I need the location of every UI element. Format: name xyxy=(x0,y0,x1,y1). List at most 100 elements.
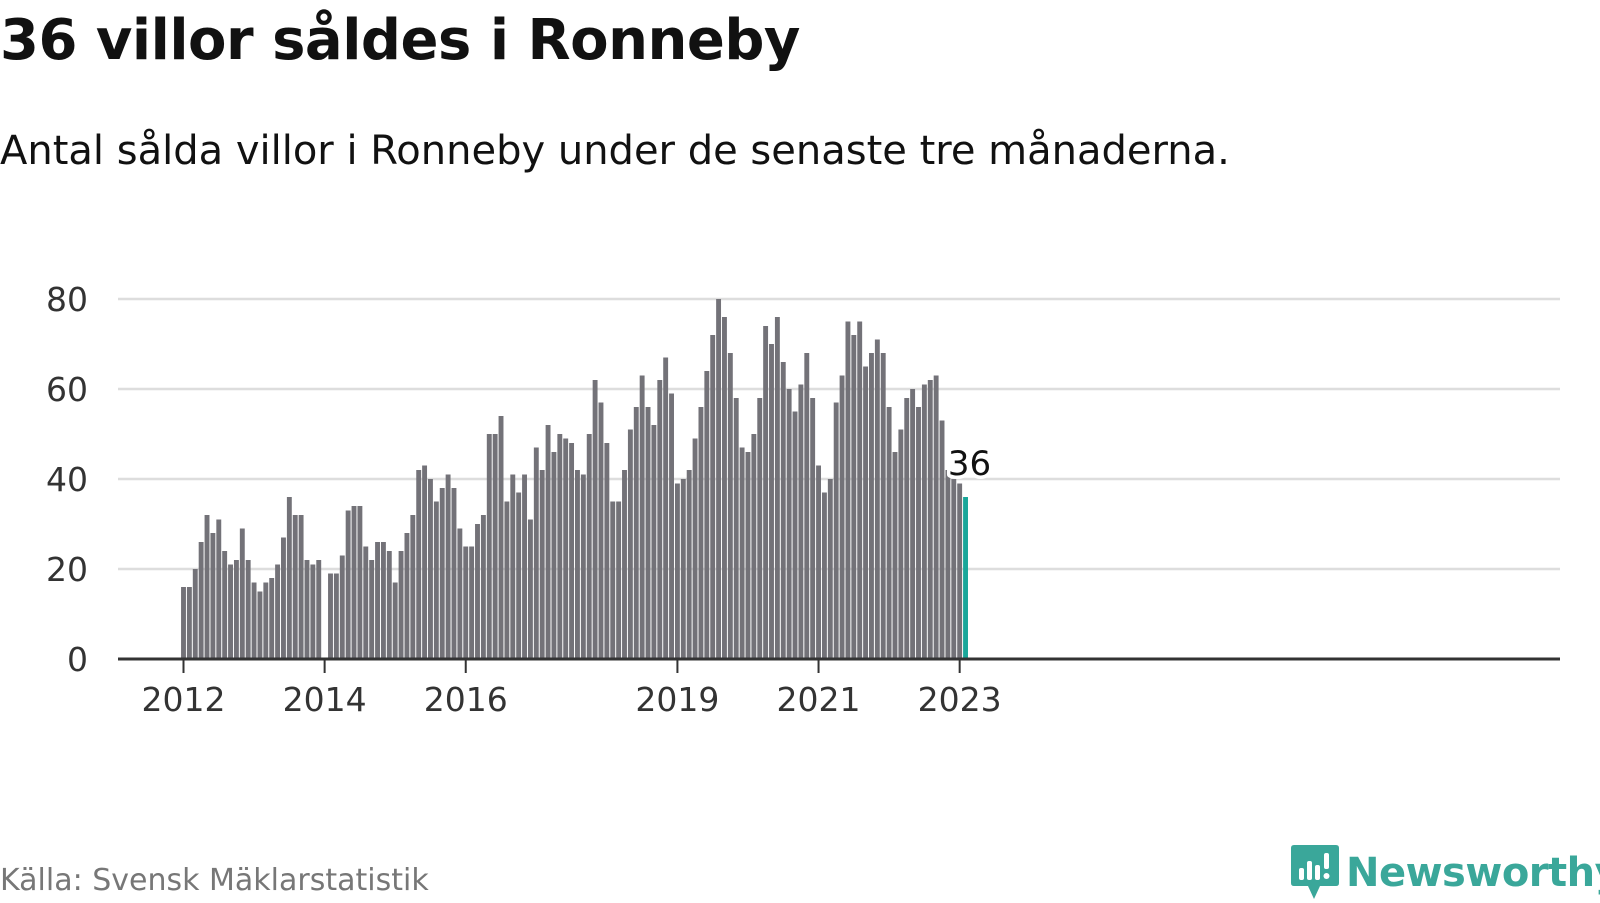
bar xyxy=(539,470,545,659)
bar xyxy=(204,515,210,659)
bar xyxy=(633,407,639,659)
bar xyxy=(916,407,921,659)
bar xyxy=(722,317,727,659)
bar xyxy=(469,546,475,659)
bar xyxy=(545,425,551,659)
bar xyxy=(692,438,698,659)
bar xyxy=(339,555,345,659)
bar xyxy=(810,398,816,659)
bar xyxy=(845,321,851,659)
bar xyxy=(410,515,416,659)
bar xyxy=(492,434,498,659)
bar xyxy=(927,380,933,659)
bar xyxy=(486,434,492,659)
bar xyxy=(669,393,674,659)
bar xyxy=(874,339,880,659)
bar xyxy=(369,560,375,659)
bar xyxy=(663,357,669,659)
bar xyxy=(639,375,645,659)
bar xyxy=(569,443,575,659)
bar xyxy=(804,353,810,659)
bar xyxy=(416,470,422,659)
newsworthy-logo-icon xyxy=(1291,845,1339,899)
bar xyxy=(480,515,486,659)
bar xyxy=(428,479,433,659)
bar xyxy=(733,398,739,659)
bar xyxy=(910,389,916,659)
bar xyxy=(798,384,804,659)
bar xyxy=(839,375,845,659)
bar xyxy=(774,317,780,659)
bar xyxy=(310,564,316,659)
bar xyxy=(857,321,863,659)
highlight-value-label: 36 xyxy=(948,444,991,484)
bar xyxy=(233,560,239,659)
bar xyxy=(616,501,622,659)
bar xyxy=(674,483,680,659)
bar xyxy=(957,483,963,659)
bar xyxy=(186,587,192,659)
bar xyxy=(210,533,216,659)
y-tick-label: 40 xyxy=(46,460,88,499)
bar xyxy=(604,443,610,659)
brand-logo[interactable]: Newsworthy xyxy=(1290,843,1600,903)
bar xyxy=(239,528,245,659)
bar xyxy=(281,537,286,659)
bar xyxy=(257,591,263,659)
bar xyxy=(245,560,251,659)
bar xyxy=(745,452,751,659)
bar xyxy=(763,326,769,659)
bar xyxy=(457,528,463,659)
bar xyxy=(869,353,874,659)
bar xyxy=(739,447,745,659)
bar xyxy=(351,506,357,659)
bar xyxy=(357,506,363,659)
bar xyxy=(439,488,445,659)
bar xyxy=(751,434,757,659)
bar xyxy=(886,407,892,659)
chart-subtitle: Antal sålda villor i Ronneby under de se… xyxy=(0,128,1230,174)
bar xyxy=(269,578,275,659)
bar xyxy=(698,407,704,659)
bar xyxy=(622,470,627,659)
bar xyxy=(522,474,527,659)
bar xyxy=(880,353,886,659)
bar xyxy=(198,542,204,659)
bar xyxy=(863,366,869,659)
bar xyxy=(557,434,563,659)
bar xyxy=(304,560,310,659)
bar xyxy=(228,564,233,659)
x-tick-label: 2021 xyxy=(777,680,861,719)
bar xyxy=(363,546,369,659)
y-tick-label: 80 xyxy=(46,280,88,319)
bar xyxy=(527,519,533,659)
bar xyxy=(404,533,410,659)
bar xyxy=(951,479,957,659)
bar xyxy=(904,398,910,659)
bar xyxy=(757,398,763,659)
x-tick-label: 2012 xyxy=(142,680,226,719)
grid-layer xyxy=(118,297,1560,571)
bar xyxy=(375,542,380,659)
bar xyxy=(398,551,404,659)
bar xyxy=(686,470,692,659)
bar xyxy=(386,551,392,659)
bar xyxy=(598,402,604,659)
bar xyxy=(298,515,304,659)
bar xyxy=(816,465,821,659)
bar xyxy=(451,488,457,659)
x-tick-label: 2019 xyxy=(635,680,719,719)
bar xyxy=(786,389,792,659)
bar xyxy=(380,542,386,659)
label-layer: 36 xyxy=(944,441,994,488)
bar xyxy=(627,429,633,659)
bar xyxy=(216,519,222,659)
bar xyxy=(575,470,580,659)
x-tick-label: 2014 xyxy=(283,680,367,719)
bar xyxy=(563,438,569,659)
bar xyxy=(192,569,198,659)
bar xyxy=(286,497,292,659)
bar xyxy=(592,380,598,659)
bar xyxy=(651,425,657,659)
